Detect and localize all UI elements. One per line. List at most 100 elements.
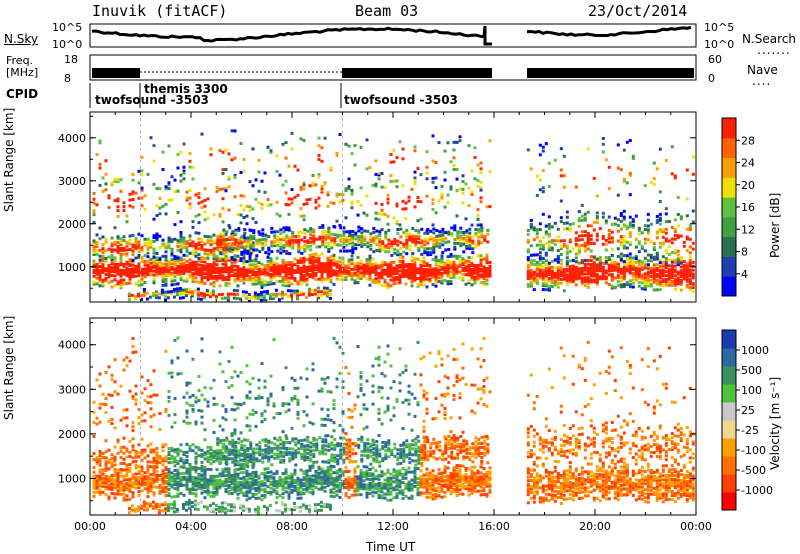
echo-cell [284, 478, 288, 482]
echo-cell [317, 475, 321, 479]
echo-cell [440, 273, 444, 277]
echo-cell [167, 262, 171, 266]
echo-cell [398, 281, 402, 285]
echo-cell [161, 270, 165, 274]
echo-cell [538, 143, 542, 147]
echo-cell [604, 256, 608, 259]
echo-cell [434, 474, 438, 478]
echo-cell [303, 249, 307, 253]
echo-cell [470, 271, 474, 275]
echo-cell [323, 136, 327, 140]
echo-cell [374, 159, 378, 163]
echo-cell [667, 272, 671, 275]
echo-cell [266, 259, 270, 263]
echo-cell [390, 242, 394, 246]
echo-cell [316, 290, 320, 294]
echo-cell [365, 491, 369, 495]
echo-cell [619, 260, 623, 264]
echo-cell [607, 215, 611, 219]
echo-cell [607, 165, 611, 169]
echo-cell [191, 225, 195, 229]
echo-cell [634, 276, 638, 280]
echo-cell [544, 224, 548, 228]
echo-cell [449, 270, 453, 274]
echo-cell [293, 257, 297, 261]
echo-cell [465, 231, 469, 235]
echo-cell [417, 248, 421, 252]
echo-cell [353, 263, 357, 267]
echo-cell [251, 486, 255, 490]
echo-cell [311, 181, 315, 185]
echo-cell [92, 474, 96, 478]
echo-cell [152, 144, 156, 148]
echo-cell [311, 174, 315, 177]
echo-cell [335, 264, 339, 267]
echo-cell [179, 278, 183, 281]
echo-cell [212, 256, 216, 260]
echo-cell [119, 259, 123, 263]
echo-cell [410, 268, 414, 272]
echo-cell [175, 293, 179, 297]
echo-cell [688, 245, 692, 249]
echo-cell [194, 250, 198, 254]
echo-cell [637, 269, 641, 273]
echo-cell [622, 235, 626, 238]
echo-cell [236, 496, 240, 500]
echo-cell [688, 282, 692, 286]
echo-cell [161, 238, 165, 242]
echo-cell [559, 258, 563, 262]
echo-cell [211, 291, 215, 295]
echo-cell [413, 261, 417, 265]
echo-cell [670, 172, 674, 176]
echo-cell [344, 278, 348, 281]
echo-cell [344, 482, 348, 486]
echo-cell [137, 181, 141, 185]
echo-cell [197, 221, 201, 225]
echo-cell [161, 488, 165, 492]
echo-cell [125, 248, 129, 252]
echo-cell [239, 489, 243, 493]
echo-cell [333, 237, 337, 241]
echo-cell [293, 478, 297, 482]
echo-cell [431, 258, 435, 261]
echo-cell [661, 268, 665, 272]
echo-cell [449, 274, 453, 278]
echo-cell [101, 250, 105, 254]
echo-cell [550, 271, 554, 275]
echo-cell [565, 262, 569, 266]
echo-cell [323, 183, 327, 187]
echo-cell [441, 233, 445, 237]
echo-cell [452, 472, 456, 475]
echo-cell [565, 263, 569, 267]
echo-cell [386, 222, 390, 226]
echo-cell [98, 237, 102, 241]
echo-cell [384, 232, 388, 236]
echo-cell [365, 167, 369, 171]
echo-cell [625, 246, 629, 250]
echo-cell [182, 242, 186, 246]
echo-cell [389, 272, 393, 276]
echo-cell [231, 243, 235, 247]
echo-cell [317, 487, 321, 491]
echo-cell [320, 477, 324, 481]
echo-cell [182, 463, 186, 467]
echo-cell [266, 477, 270, 481]
echo-cell [321, 229, 325, 233]
echo-cell [353, 144, 357, 148]
echo-cell [140, 155, 144, 159]
echo-cell [392, 272, 396, 276]
echo-cell [685, 197, 689, 201]
echo-cell [631, 219, 635, 223]
echo-cell [541, 245, 545, 249]
echo-cell [347, 274, 351, 277]
echo-cell [333, 243, 337, 246]
echo-cell [323, 270, 327, 273]
echo-cell [311, 253, 315, 257]
echo-cell [324, 233, 328, 237]
echo-cell [347, 260, 351, 264]
echo-cell [185, 265, 189, 269]
echo-cell [628, 285, 632, 289]
echo-cell [101, 280, 105, 284]
echo-cell [432, 239, 436, 243]
echo-cell [440, 489, 444, 493]
